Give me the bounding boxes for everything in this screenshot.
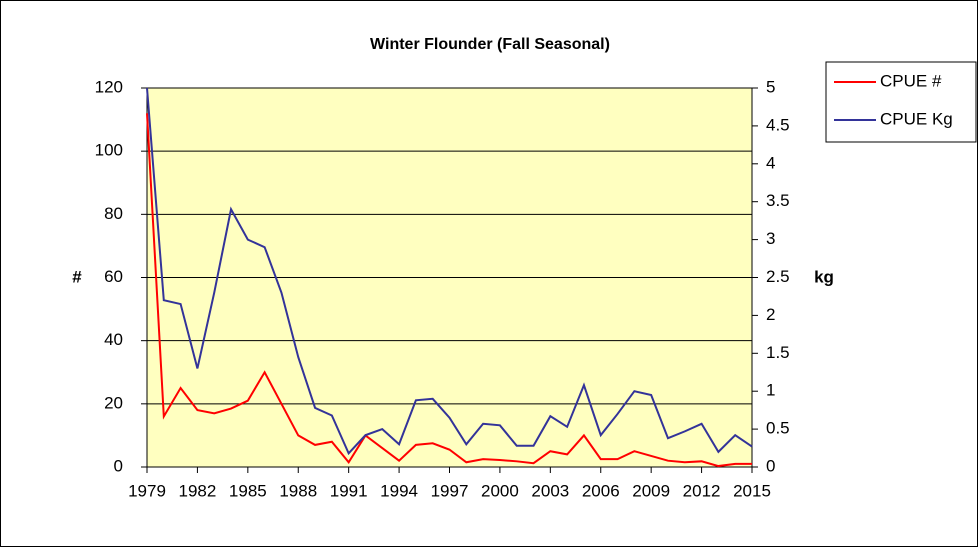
x-tick-label: 1997 (431, 481, 469, 500)
legend-label: CPUE # (880, 71, 942, 90)
x-tick-label: 2009 (632, 481, 670, 500)
y-tick-label: 40 (104, 330, 123, 349)
legend-label: CPUE Kg (880, 109, 953, 128)
y2-tick-label: 4.5 (766, 115, 790, 134)
y-tick-label: 80 (104, 204, 123, 223)
x-tick-label: 1994 (380, 481, 418, 500)
y2-tick-label: 0 (766, 456, 775, 475)
y-tick-label: 120 (95, 77, 123, 96)
series-line (146, 87, 753, 456)
series-line (146, 113, 752, 468)
y-tick-label: 60 (104, 267, 123, 286)
y2-tick-label: 4 (766, 153, 775, 172)
x-tick-label: 1979 (128, 481, 166, 500)
y-tick-label: 20 (104, 393, 123, 412)
y2-tick-label: 1 (766, 381, 775, 400)
y2-tick-label: 5 (766, 77, 775, 96)
y2-tick-label: 0.5 (766, 419, 790, 438)
y-axis-label: # (72, 267, 82, 286)
chart-title: Winter Flounder (Fall Seasonal) (370, 36, 610, 53)
y2-tick-label: 3 (766, 229, 775, 248)
y-tick-label: 0 (114, 456, 123, 475)
y2-tick-label: 2.5 (766, 267, 790, 286)
x-tick-label: 2000 (481, 481, 519, 500)
x-tick-label: 2006 (582, 481, 620, 500)
y2-tick-label: 2 (766, 305, 775, 324)
x-tick-label: 2015 (733, 481, 771, 500)
x-tick-label: 2003 (531, 481, 569, 500)
legend-box (825, 61, 977, 143)
y2-axis-label: kg (814, 267, 834, 286)
x-tick-label: 2012 (683, 481, 721, 500)
x-tick-label: 1991 (330, 481, 368, 500)
y-tick-label: 100 (95, 141, 123, 160)
y2-tick-label: 1.5 (766, 343, 790, 362)
x-tick-label: 1985 (229, 481, 267, 500)
x-tick-label: 1982 (179, 481, 217, 500)
x-tick-label: 1988 (279, 481, 317, 500)
y2-tick-label: 3.5 (766, 191, 790, 210)
